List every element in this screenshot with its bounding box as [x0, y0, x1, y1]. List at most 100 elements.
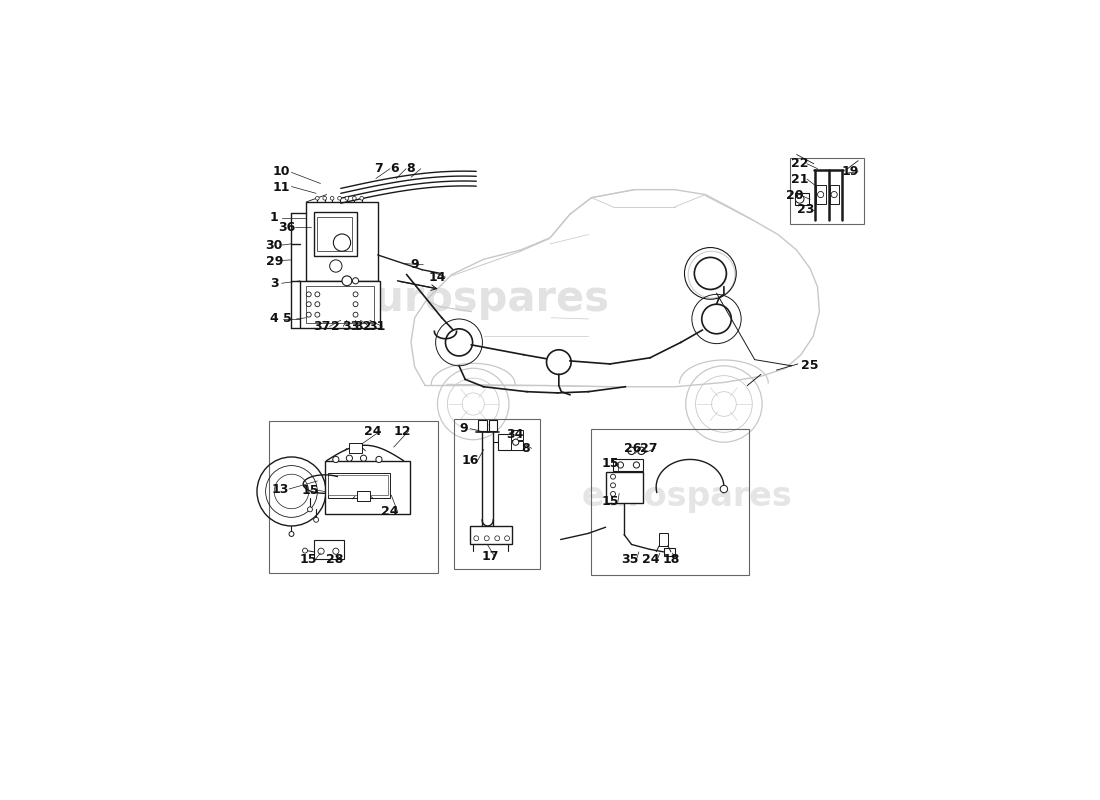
Circle shape	[720, 486, 727, 493]
Circle shape	[547, 350, 571, 374]
Text: 28: 28	[326, 553, 343, 566]
Circle shape	[702, 304, 732, 334]
Circle shape	[318, 548, 324, 554]
Circle shape	[353, 312, 358, 317]
FancyBboxPatch shape	[358, 491, 370, 502]
FancyBboxPatch shape	[314, 212, 356, 256]
Circle shape	[316, 197, 319, 200]
Text: 36: 36	[278, 222, 295, 234]
FancyBboxPatch shape	[663, 548, 674, 555]
Circle shape	[345, 197, 349, 200]
Text: 24: 24	[364, 425, 382, 438]
FancyBboxPatch shape	[350, 443, 362, 454]
Text: 25: 25	[802, 359, 818, 372]
Text: 18: 18	[663, 553, 680, 566]
Text: 21: 21	[791, 174, 808, 186]
Circle shape	[484, 536, 490, 541]
Text: 7: 7	[375, 162, 383, 174]
Circle shape	[315, 292, 320, 297]
FancyBboxPatch shape	[795, 193, 808, 205]
FancyBboxPatch shape	[510, 441, 524, 450]
FancyBboxPatch shape	[510, 430, 524, 440]
Text: 5: 5	[284, 313, 293, 326]
Text: 37: 37	[314, 320, 331, 333]
Text: 2: 2	[331, 320, 340, 333]
Circle shape	[513, 439, 519, 446]
Circle shape	[505, 536, 509, 541]
FancyBboxPatch shape	[315, 539, 344, 559]
Circle shape	[638, 447, 645, 454]
Text: 14: 14	[429, 270, 447, 284]
Circle shape	[353, 292, 358, 297]
Circle shape	[342, 276, 352, 286]
Circle shape	[628, 447, 635, 454]
Text: 15: 15	[602, 495, 619, 508]
Text: 12: 12	[394, 425, 411, 438]
Circle shape	[346, 455, 352, 462]
Text: 15: 15	[299, 553, 317, 566]
Circle shape	[361, 455, 366, 462]
Text: 24: 24	[642, 553, 660, 566]
Text: 11: 11	[273, 181, 290, 194]
Text: 27: 27	[640, 442, 658, 455]
Circle shape	[817, 191, 824, 198]
Text: 19: 19	[842, 165, 859, 178]
Text: 8: 8	[521, 442, 530, 455]
Circle shape	[306, 292, 311, 297]
Text: 6: 6	[390, 162, 399, 174]
Text: 30: 30	[265, 238, 283, 251]
Text: 31: 31	[367, 320, 385, 333]
Circle shape	[306, 302, 311, 306]
Circle shape	[338, 197, 341, 200]
Circle shape	[376, 456, 382, 462]
Text: 1: 1	[270, 211, 278, 225]
FancyBboxPatch shape	[306, 286, 374, 322]
Text: 4: 4	[270, 313, 278, 326]
Text: 33: 33	[342, 320, 360, 333]
Circle shape	[795, 194, 804, 203]
Text: 35: 35	[621, 553, 639, 566]
Circle shape	[610, 491, 616, 496]
Circle shape	[610, 483, 616, 488]
Text: 23: 23	[798, 203, 814, 217]
Circle shape	[308, 507, 312, 512]
Circle shape	[610, 474, 616, 479]
Circle shape	[302, 548, 308, 553]
FancyBboxPatch shape	[329, 473, 390, 498]
FancyBboxPatch shape	[478, 420, 486, 431]
Circle shape	[314, 518, 319, 522]
Circle shape	[332, 548, 339, 554]
Text: 24: 24	[382, 505, 399, 518]
Text: 17: 17	[481, 550, 498, 563]
Circle shape	[446, 329, 473, 356]
FancyBboxPatch shape	[613, 459, 642, 470]
Text: 3: 3	[270, 277, 278, 290]
Text: 34: 34	[506, 428, 524, 442]
Circle shape	[360, 197, 363, 200]
FancyBboxPatch shape	[329, 475, 387, 495]
Circle shape	[315, 312, 320, 317]
FancyBboxPatch shape	[606, 472, 642, 502]
FancyBboxPatch shape	[470, 526, 512, 545]
Text: 26: 26	[624, 442, 641, 455]
Circle shape	[332, 456, 339, 462]
Text: 15: 15	[301, 484, 319, 497]
Text: 16: 16	[461, 454, 478, 467]
Polygon shape	[324, 461, 409, 514]
Circle shape	[832, 191, 837, 198]
FancyBboxPatch shape	[317, 217, 352, 251]
Circle shape	[634, 462, 639, 468]
Circle shape	[474, 536, 478, 541]
Text: 9: 9	[410, 258, 419, 271]
Circle shape	[306, 312, 311, 317]
Text: 22: 22	[791, 158, 808, 170]
Circle shape	[352, 278, 359, 284]
Text: 20: 20	[786, 190, 803, 202]
FancyBboxPatch shape	[498, 434, 521, 450]
Circle shape	[617, 462, 624, 468]
Text: eurospares: eurospares	[346, 278, 609, 320]
Text: 29: 29	[265, 254, 283, 267]
FancyBboxPatch shape	[816, 186, 825, 204]
Text: 32: 32	[354, 320, 372, 333]
Circle shape	[330, 260, 342, 272]
